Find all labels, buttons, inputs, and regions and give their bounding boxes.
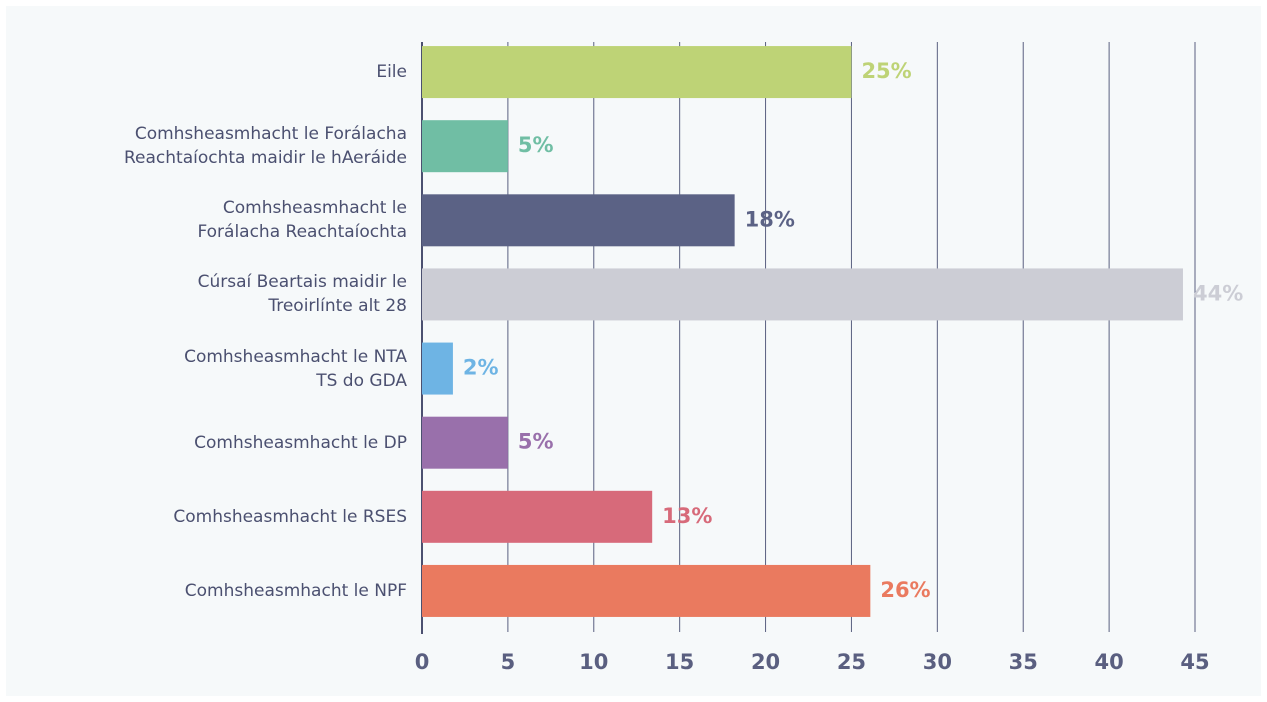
- value-label: 18%: [745, 207, 795, 231]
- x-tick-label: 15: [665, 650, 694, 674]
- value-label: 5%: [518, 133, 554, 157]
- value-label: 44%: [1193, 281, 1243, 305]
- y-tick-label: Comhsheasmhacht le NTA TS do GDA: [184, 346, 407, 391]
- x-tick-label: 45: [1180, 650, 1209, 674]
- value-label: 2%: [463, 356, 499, 380]
- x-tick-label: 30: [923, 650, 952, 674]
- y-tick-label: Comhsheasmhacht le NPF: [184, 580, 407, 601]
- x-tick-label: 35: [1009, 650, 1038, 674]
- x-tick-label: 0: [415, 650, 430, 674]
- bar: [422, 268, 1183, 321]
- value-label: 5%: [518, 430, 554, 454]
- x-tick-label: 5: [501, 650, 516, 674]
- bar: [422, 342, 453, 395]
- y-tick-label: Eile: [376, 62, 407, 83]
- bar: [422, 194, 735, 247]
- bar: [422, 490, 653, 543]
- y-tick-label: Comhsheasmhacht le Forálacha Reachtaíoch…: [197, 198, 407, 243]
- bar: [422, 120, 508, 173]
- y-tick-label: Comhsheasmhacht le Forálacha Reachtaíoch…: [124, 124, 407, 169]
- value-label: 26%: [880, 578, 930, 602]
- bar: [422, 416, 508, 469]
- y-tick-label: Cúrsaí Beartais maidir le Treoirlínte al…: [197, 272, 407, 317]
- x-tick-label: 20: [751, 650, 780, 674]
- x-tick-label: 25: [837, 650, 866, 674]
- x-tick-label: 10: [579, 650, 608, 674]
- y-tick-label: Comhsheasmhacht le DP: [194, 432, 407, 453]
- bar: [422, 564, 871, 617]
- value-label: 25%: [861, 59, 911, 83]
- y-tick-label: Comhsheasmhacht le RSES: [173, 506, 407, 527]
- x-tick-label: 40: [1094, 650, 1123, 674]
- value-label: 13%: [662, 504, 712, 528]
- bar: [422, 46, 852, 99]
